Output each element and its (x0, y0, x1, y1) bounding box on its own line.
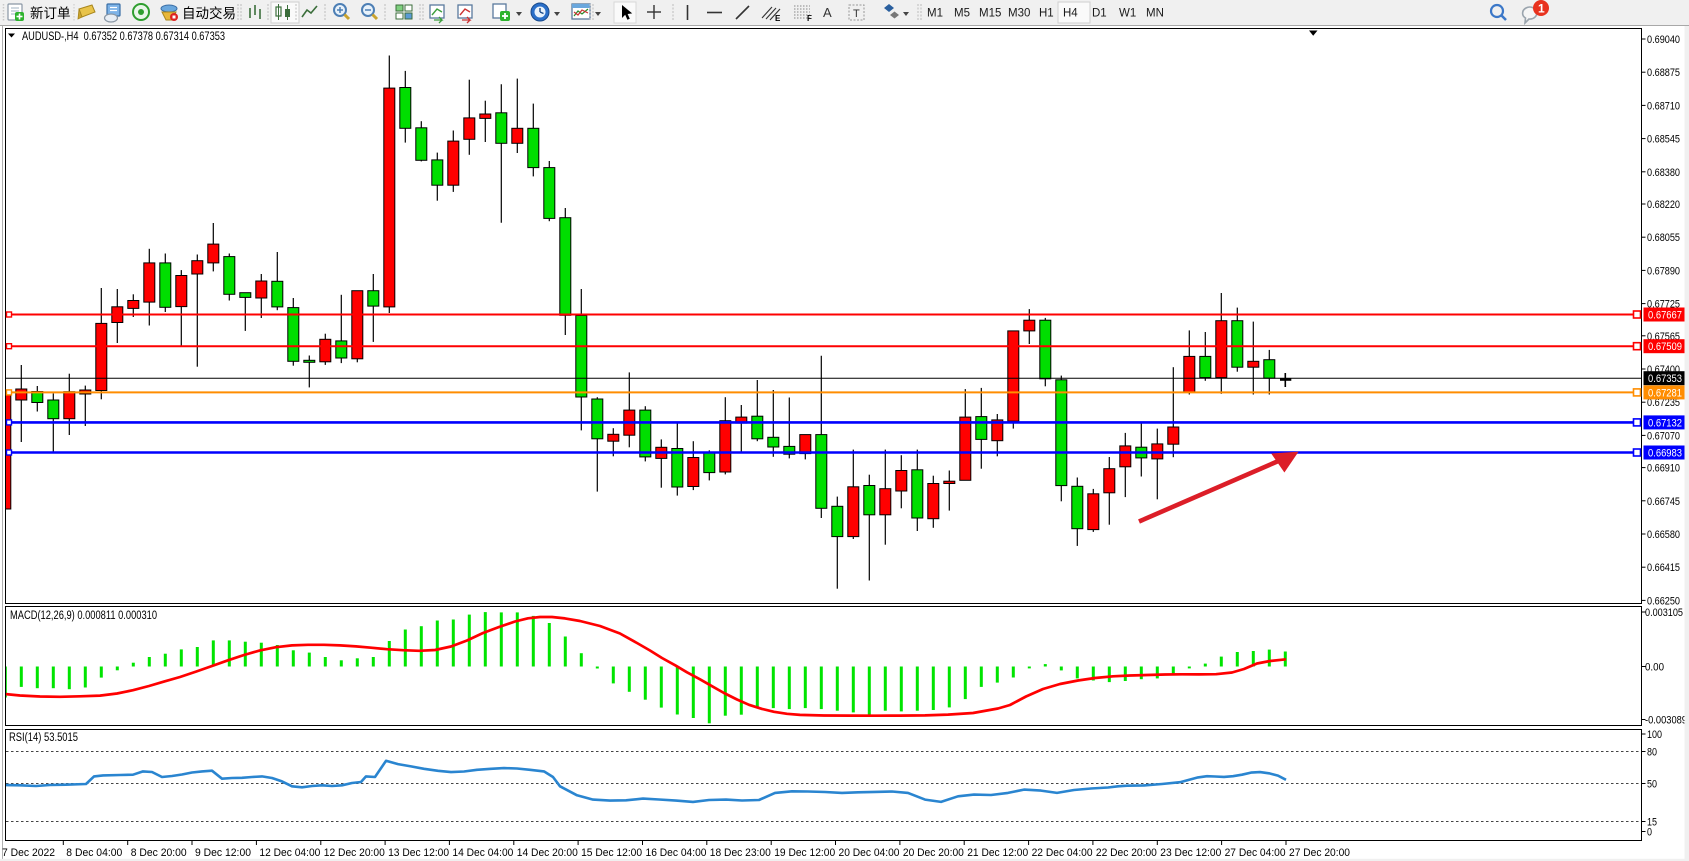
svg-text:8 Dec 20:00: 8 Dec 20:00 (131, 847, 187, 859)
svg-text:自动交易: 自动交易 (182, 5, 236, 21)
svg-text:M1: M1 (927, 8, 943, 20)
svg-text:M5: M5 (954, 8, 970, 20)
svg-text:0.67235: 0.67235 (1647, 397, 1680, 409)
svg-text:M15: M15 (979, 8, 1001, 20)
svg-text:0.67509: 0.67509 (1648, 341, 1682, 353)
svg-text:100: 100 (1647, 729, 1662, 741)
svg-text:M30: M30 (1008, 8, 1030, 20)
svg-text:W1: W1 (1119, 8, 1136, 20)
svg-text:F: F (807, 14, 812, 23)
svg-text:0.68380: 0.68380 (1647, 167, 1680, 179)
svg-text:0.66250: 0.66250 (1647, 595, 1680, 607)
svg-text:7 Dec 2022: 7 Dec 2022 (2, 847, 55, 859)
svg-text:-0.003089: -0.003089 (1645, 715, 1687, 727)
svg-text:22 Dec 20:00: 22 Dec 20:00 (1096, 847, 1157, 859)
svg-text:D1: D1 (1092, 8, 1107, 20)
svg-text:16 Dec 04:00: 16 Dec 04:00 (646, 847, 707, 859)
svg-text:0.67132: 0.67132 (1648, 417, 1682, 429)
svg-text:0.68710: 0.68710 (1647, 100, 1680, 112)
svg-text:H4: H4 (1063, 8, 1078, 20)
svg-text:0.69040: 0.69040 (1647, 34, 1680, 46)
svg-text:AUDUSD-,H4 0.67352 0.67378 0.: AUDUSD-,H4 0.67352 0.67378 0.67314 0.673… (22, 29, 225, 43)
svg-text:0.67353: 0.67353 (1648, 373, 1682, 385)
svg-text:0.67070: 0.67070 (1647, 430, 1680, 442)
svg-text:20 Dec 04:00: 20 Dec 04:00 (839, 847, 900, 859)
svg-text:T: T (853, 8, 860, 20)
svg-text:0: 0 (1647, 827, 1652, 839)
svg-text:20 Dec 20:00: 20 Dec 20:00 (903, 847, 964, 859)
svg-text:0.67890: 0.67890 (1647, 265, 1680, 277)
svg-text:1: 1 (1538, 2, 1545, 16)
svg-text:0.66745: 0.66745 (1647, 496, 1680, 508)
svg-text:新订单: 新订单 (30, 6, 71, 21)
svg-text:18 Dec 23:00: 18 Dec 23:00 (710, 847, 771, 859)
svg-text:27 Dec 20:00: 27 Dec 20:00 (1289, 847, 1350, 859)
svg-text:22 Dec 04:00: 22 Dec 04:00 (1032, 847, 1093, 859)
svg-text:RSI(14) 53.5015: RSI(14) 53.5015 (9, 732, 78, 744)
svg-text:80: 80 (1647, 747, 1657, 759)
svg-text:12 Dec 20:00: 12 Dec 20:00 (324, 847, 385, 859)
svg-text:0.68875: 0.68875 (1647, 67, 1680, 79)
svg-text:E: E (775, 14, 781, 23)
svg-text:0.68220: 0.68220 (1647, 199, 1680, 211)
svg-text:15 Dec 12:00: 15 Dec 12:00 (581, 847, 642, 859)
svg-text:9 Dec 12:00: 9 Dec 12:00 (195, 847, 251, 859)
svg-text:MN: MN (1146, 8, 1164, 20)
svg-text:50: 50 (1647, 779, 1657, 791)
svg-text:14 Dec 20:00: 14 Dec 20:00 (517, 847, 578, 859)
svg-text:0.003105: 0.003105 (1645, 607, 1683, 619)
svg-text:0.66983: 0.66983 (1648, 448, 1682, 460)
svg-text:0.66580: 0.66580 (1647, 529, 1680, 541)
svg-text:13 Dec 12:00: 13 Dec 12:00 (388, 847, 449, 859)
svg-text:0.66415: 0.66415 (1647, 562, 1680, 574)
svg-text:8 Dec 04:00: 8 Dec 04:00 (66, 847, 122, 859)
svg-text:23 Dec 12:00: 23 Dec 12:00 (1160, 847, 1221, 859)
svg-text:MACD(12,26,9) 0.000811 0.00031: MACD(12,26,9) 0.000811 0.000310 (10, 610, 157, 622)
svg-text:0.68055: 0.68055 (1647, 232, 1680, 244)
svg-text:A: A (823, 5, 832, 20)
svg-text:15: 15 (1647, 817, 1657, 829)
svg-text:21 Dec 12:00: 21 Dec 12:00 (967, 847, 1028, 859)
svg-text:0.67281: 0.67281 (1648, 387, 1682, 399)
svg-text:0.00: 0.00 (1645, 662, 1664, 674)
svg-text:H1: H1 (1039, 8, 1054, 20)
svg-text:0.68545: 0.68545 (1647, 134, 1680, 146)
svg-text:12 Dec 04:00: 12 Dec 04:00 (259, 847, 320, 859)
svg-text:0.66910: 0.66910 (1647, 463, 1680, 475)
svg-text:0.67667: 0.67667 (1648, 310, 1682, 322)
svg-text:19 Dec 12:00: 19 Dec 12:00 (774, 847, 835, 859)
svg-text:14 Dec 04:00: 14 Dec 04:00 (452, 847, 513, 859)
svg-text:27 Dec 04:00: 27 Dec 04:00 (1225, 847, 1286, 859)
